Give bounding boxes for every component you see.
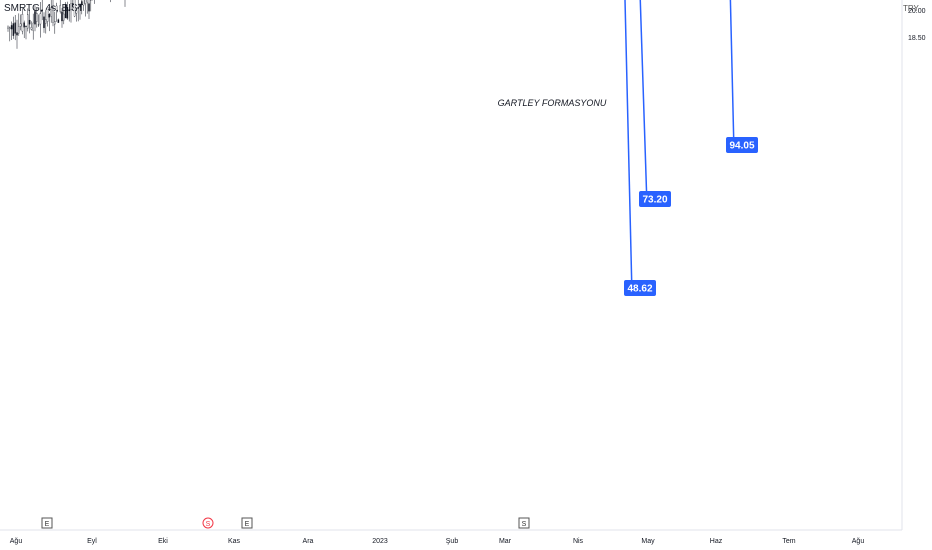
candle-body xyxy=(66,7,69,19)
candle-body xyxy=(82,0,85,6)
x-tick-label: Şub xyxy=(446,538,459,545)
candle-body xyxy=(59,5,61,12)
candle-body xyxy=(75,10,78,14)
candle-body xyxy=(52,8,54,23)
candle-body xyxy=(68,9,70,12)
x-tick-label: Kas xyxy=(228,538,241,545)
candle-body xyxy=(88,3,90,12)
candle-body xyxy=(10,25,13,30)
candle-body xyxy=(43,16,45,29)
target-callout: 94.05 xyxy=(726,0,758,153)
candle-body xyxy=(48,14,51,18)
candle-body xyxy=(34,11,36,25)
candle-body xyxy=(77,7,79,9)
candle-body xyxy=(37,24,40,26)
event-marker-text: S xyxy=(522,521,527,528)
candle-body xyxy=(18,26,20,34)
x-tick-label: 2023 xyxy=(372,538,388,545)
callout-text: 73.20 xyxy=(642,195,667,206)
candle-body xyxy=(50,7,52,17)
x-tick-label: Mar xyxy=(499,538,512,545)
candle-body xyxy=(46,7,49,22)
event-marker-bg xyxy=(518,517,530,529)
candle-body xyxy=(32,22,34,31)
callout-bg xyxy=(624,280,656,296)
candle-body xyxy=(36,13,38,22)
y-tick-label: 18.50 xyxy=(908,35,926,42)
event-marker: S xyxy=(202,517,214,529)
callout-pointer xyxy=(624,0,633,296)
event-marker-text: E xyxy=(245,521,250,528)
event-marker-bg xyxy=(241,517,253,529)
candle-body xyxy=(70,3,72,10)
candle-body xyxy=(28,19,31,25)
annotation-title: GARTLEY FORMASYONU xyxy=(498,98,607,108)
callout-bg xyxy=(639,191,671,207)
candle-body xyxy=(55,5,58,11)
callout-pointer xyxy=(729,0,735,153)
callout-pointer xyxy=(639,0,648,207)
candle-body xyxy=(21,14,24,32)
candle-body xyxy=(64,4,67,19)
candle-body xyxy=(14,22,16,34)
candle-body xyxy=(27,14,29,29)
candle-body xyxy=(30,27,33,30)
event-marker-text: E xyxy=(45,521,50,528)
event-marker: S xyxy=(518,517,530,529)
candle-body xyxy=(39,13,42,25)
x-tick-label: Eyl xyxy=(87,538,97,545)
x-tick-label: Eki xyxy=(158,538,168,545)
event-marker: E xyxy=(241,517,253,529)
callout-bg xyxy=(726,137,758,153)
x-tick-label: Tem xyxy=(782,538,795,545)
candle-body xyxy=(12,23,15,36)
event-marker: E xyxy=(41,517,53,529)
x-tick-label: Haz xyxy=(710,538,723,545)
candle-body xyxy=(79,4,81,8)
target-callout: 73.20 xyxy=(639,0,671,207)
event-marker-bg xyxy=(202,517,214,529)
candle-body xyxy=(63,13,65,21)
candle-body xyxy=(81,1,83,6)
currency-label: TRY xyxy=(903,4,919,13)
candle-body xyxy=(45,19,47,24)
event-marker-bg xyxy=(41,517,53,529)
candle-body xyxy=(57,19,60,23)
candle-body xyxy=(54,21,56,25)
candle-body xyxy=(16,32,18,36)
candle-body xyxy=(25,26,27,28)
candle-body xyxy=(84,0,87,4)
candle-body xyxy=(61,11,63,22)
callout-text: 94.05 xyxy=(729,141,754,152)
y-tick-label: 20.00 xyxy=(908,8,926,15)
candle-body xyxy=(9,27,11,30)
x-tick-label: May xyxy=(641,538,655,545)
candle-body xyxy=(7,26,9,29)
x-tick-label: Nis xyxy=(573,538,584,545)
candle-body xyxy=(86,0,88,3)
x-tick-label: Ağu xyxy=(10,538,23,545)
candle-body xyxy=(72,3,74,6)
target-callout: 48.62 xyxy=(624,0,656,296)
event-marker-text: S xyxy=(206,521,211,528)
callout-text: 48.62 xyxy=(627,284,652,295)
candle-body xyxy=(41,9,43,12)
candle-body xyxy=(19,23,22,27)
chart-title: SMRTG, 4s, BIST xyxy=(4,3,84,14)
x-tick-label: Ara xyxy=(303,538,314,545)
candle-body xyxy=(23,22,25,28)
x-tick-label: Ağu xyxy=(852,538,865,545)
candle-body xyxy=(73,0,76,17)
